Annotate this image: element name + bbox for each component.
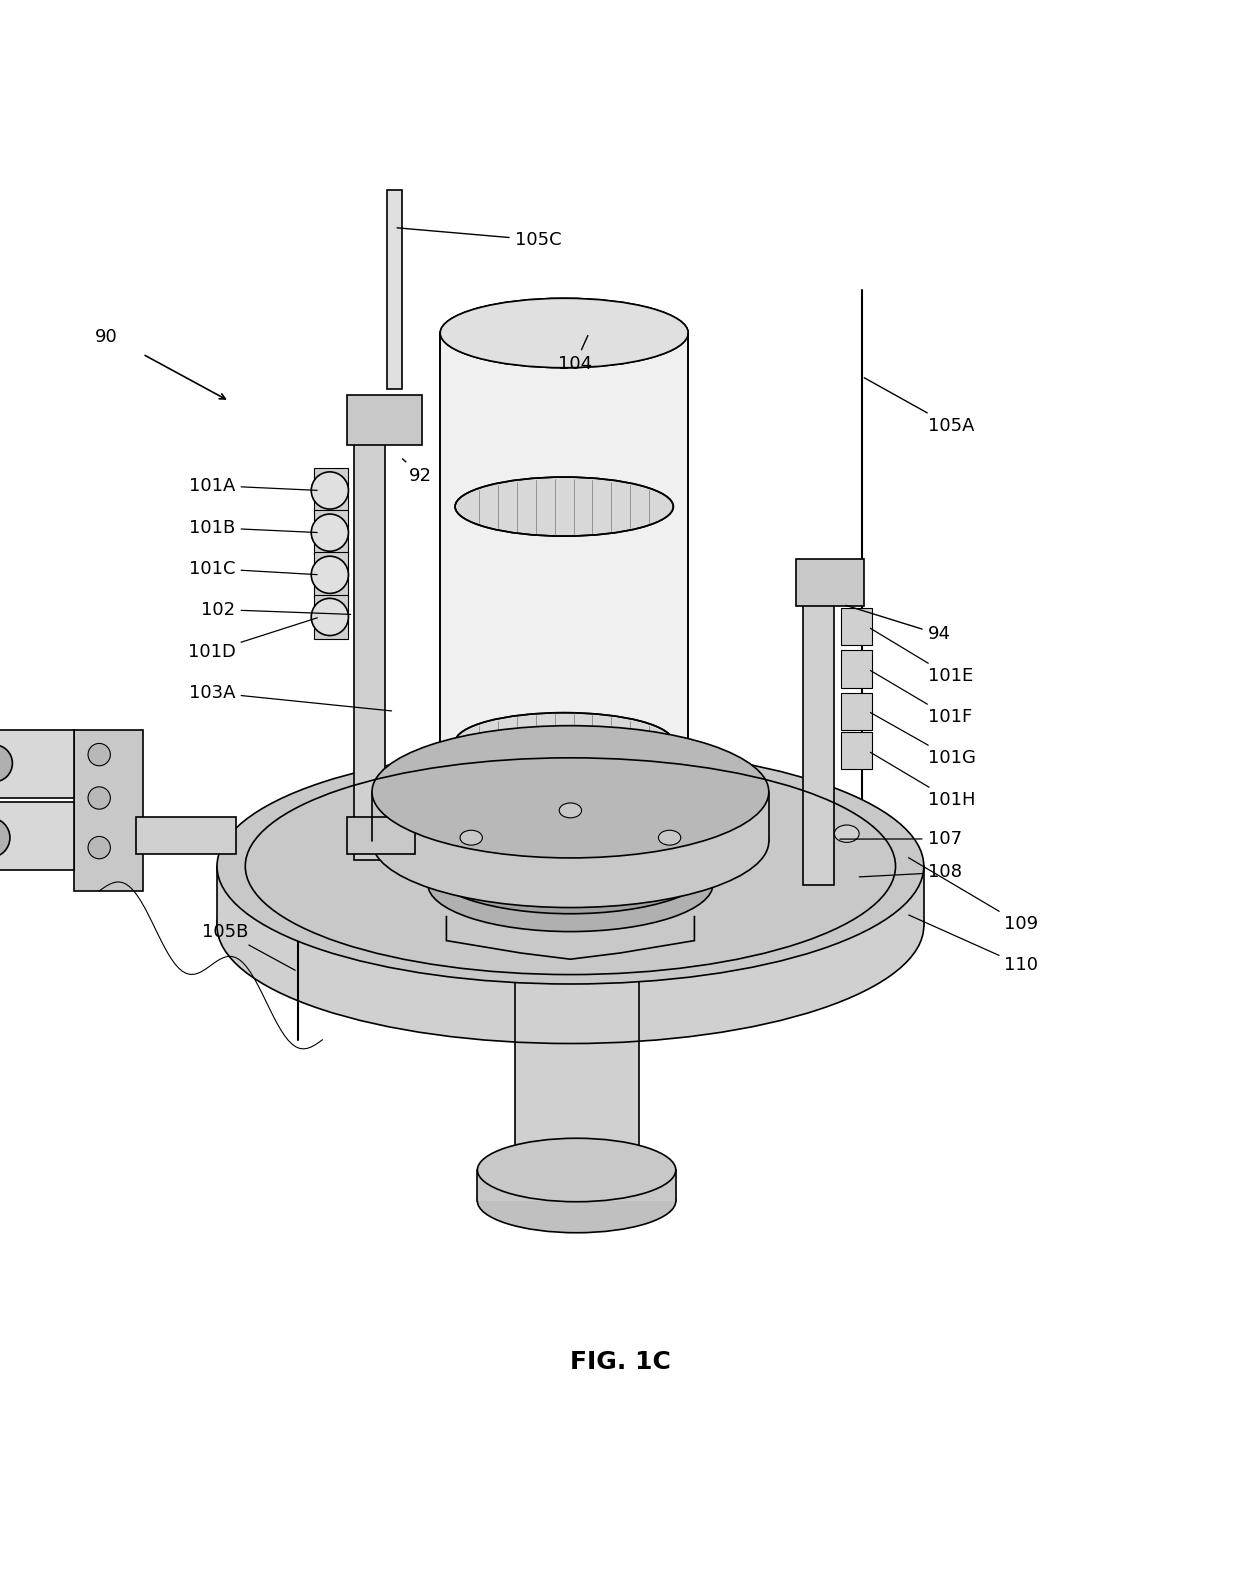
Text: 102: 102 (201, 600, 351, 619)
Ellipse shape (372, 726, 769, 859)
FancyBboxPatch shape (314, 468, 348, 512)
FancyBboxPatch shape (0, 729, 74, 798)
Ellipse shape (372, 776, 769, 908)
FancyBboxPatch shape (347, 817, 415, 854)
FancyBboxPatch shape (841, 693, 872, 729)
FancyBboxPatch shape (347, 394, 422, 445)
Ellipse shape (440, 298, 688, 367)
FancyBboxPatch shape (74, 729, 143, 891)
FancyBboxPatch shape (314, 511, 348, 555)
Text: 101B: 101B (190, 519, 317, 536)
FancyBboxPatch shape (314, 595, 348, 640)
Text: 90: 90 (95, 327, 118, 346)
Ellipse shape (428, 819, 713, 915)
FancyBboxPatch shape (841, 651, 872, 688)
Text: 101D: 101D (187, 618, 317, 661)
Ellipse shape (559, 803, 582, 817)
Polygon shape (372, 792, 769, 841)
FancyBboxPatch shape (796, 559, 864, 606)
Text: 101E: 101E (870, 629, 972, 685)
Ellipse shape (311, 598, 348, 635)
Ellipse shape (455, 713, 673, 772)
Text: 104: 104 (558, 335, 593, 373)
Ellipse shape (0, 817, 10, 857)
Text: 101H: 101H (870, 752, 975, 809)
Text: 108: 108 (859, 863, 961, 881)
Ellipse shape (217, 808, 924, 1044)
Text: 101G: 101G (870, 712, 976, 768)
Text: 110: 110 (909, 915, 1038, 975)
Ellipse shape (455, 477, 673, 536)
Ellipse shape (477, 1138, 676, 1202)
Text: 105C: 105C (397, 228, 562, 249)
Ellipse shape (311, 555, 348, 594)
Ellipse shape (835, 825, 859, 843)
Ellipse shape (217, 749, 924, 985)
Text: 101C: 101C (188, 560, 317, 578)
Text: 107: 107 (839, 830, 962, 847)
Ellipse shape (88, 787, 110, 809)
Text: 105B: 105B (202, 922, 295, 970)
Text: 105A: 105A (864, 378, 975, 436)
Text: 94: 94 (846, 605, 951, 643)
FancyBboxPatch shape (841, 733, 872, 769)
Ellipse shape (311, 472, 348, 509)
Ellipse shape (0, 745, 12, 782)
FancyBboxPatch shape (0, 801, 74, 870)
Text: 101A: 101A (190, 477, 317, 495)
Polygon shape (440, 334, 688, 817)
Text: FIG. 1C: FIG. 1C (569, 1350, 671, 1374)
Polygon shape (217, 867, 924, 926)
FancyBboxPatch shape (136, 817, 236, 854)
Ellipse shape (88, 836, 110, 859)
FancyBboxPatch shape (355, 439, 384, 860)
Text: 92: 92 (403, 460, 433, 485)
Ellipse shape (515, 1148, 639, 1192)
Text: 103A: 103A (188, 683, 392, 710)
Polygon shape (477, 1170, 676, 1202)
Ellipse shape (88, 744, 110, 766)
Text: 109: 109 (909, 857, 1039, 934)
FancyBboxPatch shape (387, 190, 402, 389)
Ellipse shape (428, 836, 713, 932)
FancyBboxPatch shape (314, 552, 348, 597)
Polygon shape (515, 926, 639, 1170)
FancyBboxPatch shape (841, 608, 872, 645)
Ellipse shape (311, 514, 348, 551)
Ellipse shape (515, 903, 639, 948)
Ellipse shape (460, 830, 482, 846)
Ellipse shape (440, 298, 688, 367)
Text: 101F: 101F (870, 670, 972, 726)
Ellipse shape (658, 830, 681, 846)
Ellipse shape (440, 782, 688, 851)
FancyBboxPatch shape (804, 600, 835, 884)
Ellipse shape (477, 1170, 676, 1232)
